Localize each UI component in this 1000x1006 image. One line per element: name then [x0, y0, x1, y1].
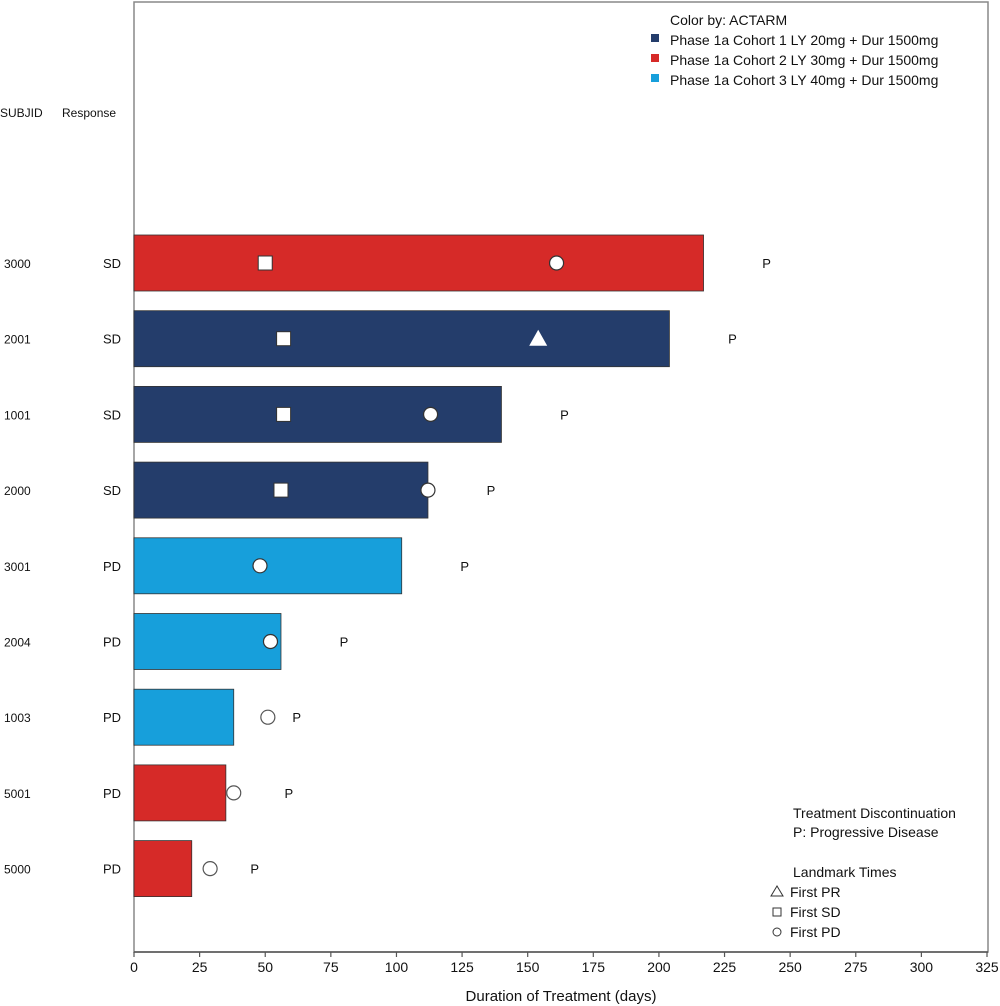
landmark-legend-label: First PR — [790, 884, 841, 900]
discontinuation-marker: P — [460, 559, 469, 574]
square-icon — [772, 907, 782, 917]
discontinuation-marker: P — [762, 256, 771, 271]
first-pd-marker — [202, 860, 218, 877]
discontinuation-marker: P — [250, 862, 259, 877]
response-label: SD — [103, 407, 121, 422]
subjid-label: 3000 — [4, 257, 31, 271]
first-pd-marker — [226, 785, 242, 801]
legend-entry-label: Phase 1a Cohort 3 LY 40mg + Dur 1500mg — [670, 72, 938, 88]
first-pd-marker — [262, 633, 279, 650]
triangle-icon — [770, 885, 784, 897]
discontinuation-marker: P — [292, 710, 301, 725]
bars-layer — [133, 234, 704, 897]
first-sd-marker — [257, 255, 273, 271]
x-tick-label: 300 — [910, 959, 934, 975]
first-pr-marker — [529, 329, 548, 346]
markers-layer: P P P P P P P P P — [202, 255, 771, 877]
duration-bar — [133, 613, 282, 670]
x-tick-label: 75 — [323, 959, 339, 975]
x-tick-label: 225 — [713, 959, 737, 975]
legend-swatch — [651, 54, 659, 62]
x-axis-label: Duration of Treatment (days) — [466, 988, 657, 1005]
response-label: SD — [103, 332, 121, 347]
duration-bar — [133, 385, 502, 443]
duration-bar — [133, 310, 670, 368]
response-label: PD — [103, 710, 121, 725]
duration-bar — [133, 234, 704, 292]
subjid-label: 1001 — [4, 408, 31, 422]
discontinuation-legend: Treatment Discontinuation P: Progressive… — [793, 805, 956, 840]
color-legend: Color by: ACTARM Phase 1a Cohort 1 LY 20… — [651, 12, 938, 88]
x-tick-label: 0 — [130, 959, 138, 975]
first-pd-marker — [260, 709, 276, 725]
x-tick-label: 325 — [975, 959, 999, 975]
landmark-legend: Landmark Times First PR First SD First PD — [770, 864, 896, 940]
row-labels: 3000 SD 2001 SD 1001 SD 2000 SD 3001 PD 2004 PD 1003… — [4, 256, 121, 877]
legend-swatch — [651, 34, 659, 42]
discontinuation-marker: P — [560, 407, 569, 422]
subjid-label: 2001 — [4, 333, 31, 347]
duration-bar — [133, 537, 403, 595]
x-tick-label: 150 — [516, 959, 540, 975]
response-header: Response — [62, 106, 116, 120]
circle-icon — [772, 927, 782, 937]
x-tick-label: 125 — [450, 959, 474, 975]
first-pd-marker — [420, 482, 436, 498]
response-label: SD — [103, 256, 121, 271]
response-label: SD — [103, 483, 121, 498]
x-tick-label: 100 — [385, 959, 409, 975]
x-tick-label: 275 — [844, 959, 868, 975]
legend-entry-label: Phase 1a Cohort 1 LY 20mg + Dur 1500mg — [670, 32, 938, 48]
discontinuation-marker: P — [285, 786, 294, 801]
subjid-label: 5000 — [4, 863, 31, 877]
duration-bar — [133, 688, 235, 746]
x-tick-label: 25 — [192, 959, 208, 975]
discontinuation-marker: P — [728, 332, 737, 347]
landmark-legend-label: First SD — [790, 904, 841, 920]
first-pd-marker — [548, 255, 565, 271]
duration-bar — [133, 840, 193, 897]
x-tick-label: 250 — [778, 959, 802, 975]
subjid-label: 5001 — [4, 787, 31, 801]
legend-swatch — [651, 74, 659, 82]
first-sd-marker — [273, 482, 289, 498]
discontinuation-marker: P — [340, 635, 349, 650]
response-label: PD — [103, 559, 121, 574]
landmark-legend-title: Landmark Times — [793, 864, 896, 880]
discontinuation-legend-title: Treatment Discontinuation — [793, 805, 956, 821]
subjid-label: 1003 — [4, 711, 31, 725]
subjid-header: SUBJID — [0, 106, 43, 120]
legend-entry-label: Phase 1a Cohort 2 LY 30mg + Dur 1500mg — [670, 52, 938, 68]
x-axis-ticks: 0 25 50 75 100 125 150 175 200 225 250 275 300 325 — [130, 952, 999, 975]
subjid-label: 2000 — [4, 484, 31, 498]
first-sd-marker — [276, 331, 292, 347]
subjid-label: 2004 — [4, 636, 31, 650]
x-tick-label: 200 — [647, 959, 671, 975]
first-sd-marker — [276, 406, 292, 422]
landmark-legend-label: First PD — [790, 924, 841, 940]
color-legend-title: Color by: ACTARM — [670, 12, 787, 28]
x-tick-label: 50 — [257, 959, 273, 975]
response-label: PD — [103, 786, 121, 801]
subjid-label: 3001 — [4, 560, 31, 574]
first-pd-marker — [252, 558, 268, 574]
discontinuation-marker: P — [487, 483, 496, 498]
first-pd-marker — [422, 406, 439, 422]
discontinuation-legend-entry: P: Progressive Disease — [793, 824, 939, 840]
response-label: PD — [103, 862, 121, 877]
response-label: PD — [103, 635, 121, 650]
duration-bar — [133, 764, 227, 822]
x-tick-label: 175 — [582, 959, 606, 975]
